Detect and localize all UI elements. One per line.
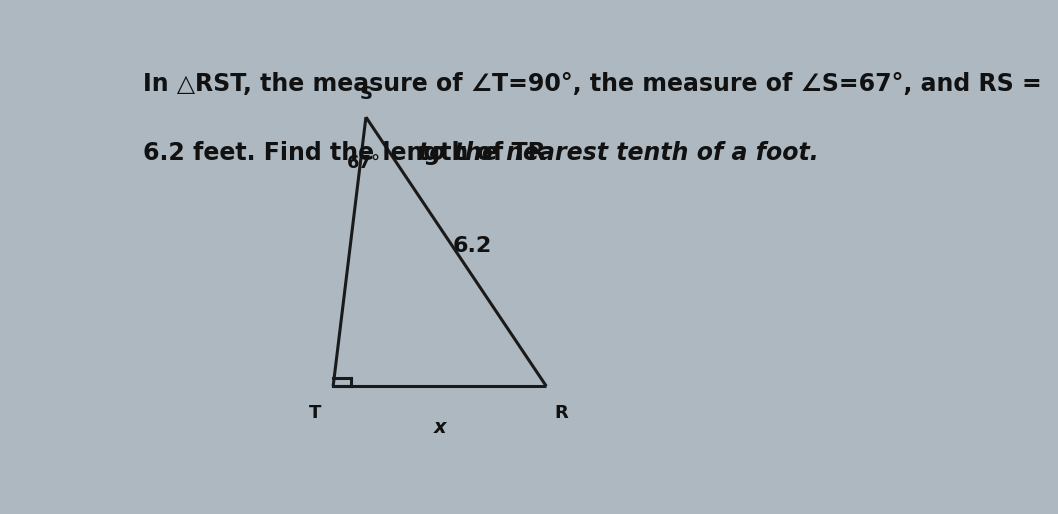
Text: R: R xyxy=(554,404,568,422)
Text: S: S xyxy=(360,85,372,103)
Text: In △RST, the measure of ∠T=90°, the measure of ∠S=67°, and RS =: In △RST, the measure of ∠T=90°, the meas… xyxy=(143,71,1042,96)
Text: 6.2: 6.2 xyxy=(453,236,492,256)
Text: x: x xyxy=(434,418,446,437)
Text: 67°: 67° xyxy=(347,154,381,172)
Text: to the nearest tenth of a foot.: to the nearest tenth of a foot. xyxy=(418,141,818,165)
Text: T: T xyxy=(309,404,322,422)
Text: 6.2 feet. Find the length of TR: 6.2 feet. Find the length of TR xyxy=(143,141,554,165)
